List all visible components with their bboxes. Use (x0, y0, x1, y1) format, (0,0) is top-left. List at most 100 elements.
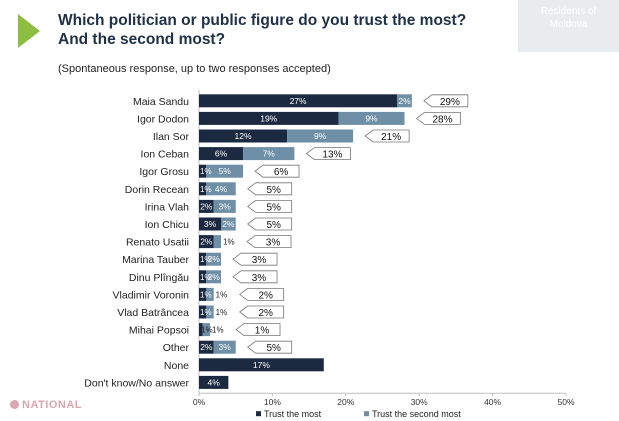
legend-swatch-trust-most (256, 411, 261, 417)
bar-trust-second (287, 129, 354, 143)
x-tick-label: 30% (411, 397, 428, 407)
data-label-trust-second: 7% (263, 149, 276, 159)
bar-trust-second (206, 287, 214, 301)
bar-trust-most (199, 147, 244, 161)
total-label: 29% (440, 97, 460, 108)
total-callout (246, 235, 292, 249)
data-label-trust-second: 4% (215, 184, 228, 194)
total-label: 5% (266, 185, 281, 196)
legend-swatch-trust-second (364, 411, 369, 417)
data-label-extra: 1% (201, 326, 213, 335)
data-label-trust-most: 1% (200, 308, 212, 317)
data-label-trust-second: 1% (223, 238, 235, 247)
bar-trust-second (213, 340, 236, 354)
total-label: 3% (252, 273, 267, 284)
total-callout (423, 94, 469, 108)
total-callout (235, 323, 281, 337)
data-label-trust-most: 1% (200, 167, 212, 176)
total-callout (247, 199, 293, 213)
data-label-trust-most: 6% (215, 149, 228, 159)
total-label: 1% (255, 326, 270, 337)
category-label: Dorin Recean (125, 184, 189, 196)
population-badge: Residents of Moldova (518, 0, 619, 52)
total-label: 6% (274, 167, 289, 178)
bar-trust-most (199, 305, 207, 319)
data-label-trust-second: 1% (212, 326, 224, 335)
category-label: Ilan Sor (153, 131, 190, 143)
bar-trust-most (199, 287, 207, 301)
bar-trust-second (338, 111, 405, 125)
bar-trust-most (199, 164, 207, 178)
category-label: Dinu Plîngău (129, 272, 189, 284)
data-label-trust-most: 2% (200, 237, 213, 247)
bar-trust-most (199, 252, 207, 266)
category-label: None (164, 360, 189, 372)
title-arrow-icon (18, 14, 40, 48)
data-label-trust-most: 2% (200, 201, 213, 211)
data-label-trust-second: 9% (365, 113, 378, 123)
data-label-trust-second: 9% (314, 131, 327, 141)
data-label-trust-second: 3% (219, 342, 232, 352)
bar-trust-second (202, 323, 211, 337)
total-label: 5% (266, 202, 281, 213)
category-label: Marina Tauber (122, 254, 189, 266)
title-line-2: And the second most? (58, 31, 226, 48)
bar-trust-second (206, 164, 244, 178)
logo-text: NATIONAL (22, 399, 83, 411)
title-line-1: Which politician or public figure do you… (58, 12, 467, 29)
total-callout (232, 270, 278, 284)
bar-trust-most (199, 94, 398, 108)
bar-trust-most (199, 340, 214, 354)
legend-label-trust-most: Trust the most (264, 409, 322, 419)
total-callout (239, 305, 285, 319)
category-label: Maia Sandu (133, 96, 189, 108)
chart-subtitle: (Spontaneous response, up to two respons… (58, 63, 331, 75)
data-label-trust-second: 2% (222, 219, 235, 229)
chart-title: Which politician or public figure do you… (58, 11, 488, 49)
data-label-trust-most: 3% (204, 219, 217, 229)
total-label: 3% (252, 255, 267, 266)
x-tick-label: 10% (264, 397, 281, 407)
total-label: 28% (433, 114, 453, 125)
bar-trust-most (199, 270, 207, 284)
bar-trust-second (206, 252, 222, 266)
bar-trust-second (206, 305, 214, 319)
total-callout (247, 182, 293, 196)
bar-trust-most (199, 217, 222, 231)
total-callout (232, 252, 278, 266)
data-label-trust-most: 12% (235, 131, 252, 141)
total-label: 13% (322, 150, 342, 161)
x-tick-label: 40% (484, 397, 501, 407)
category-label: Igor Grosu (139, 166, 189, 178)
data-label-trust-most: 1% (200, 290, 212, 299)
total-callout (247, 217, 293, 231)
bar-trust-second (206, 270, 222, 284)
data-label-trust-second: 1% (216, 308, 228, 317)
bar-trust-most (199, 358, 324, 372)
data-label-trust-most: 19% (260, 113, 277, 123)
category-label: Ion Chicu (145, 219, 190, 231)
bar-trust-most (199, 111, 339, 125)
data-label-trust-most: 4% (208, 377, 221, 387)
bar-trust-second (206, 182, 236, 196)
category-label: Mihai Popsoi (129, 325, 189, 337)
bar-trust-second (243, 147, 295, 161)
category-label: Igor Dodon (137, 113, 189, 125)
legend-label-trust-second: Trust the second most (372, 409, 461, 419)
data-label-trust-most: 17% (253, 360, 270, 370)
total-label: 2% (258, 290, 273, 301)
total-label: 21% (381, 132, 401, 143)
bar-trust-most (199, 199, 214, 213)
data-label-trust-most: 1% (200, 255, 212, 264)
population-badge-line-2: Moldova (549, 19, 588, 30)
data-label-trust-second: 2% (208, 272, 221, 282)
category-label: Don't know/No answer (84, 377, 189, 389)
category-label: Ion Ceban (141, 149, 190, 161)
category-label: Vladimir Voronin (113, 289, 190, 301)
category-label: Irina Vlah (145, 201, 190, 213)
bar-trust-most (199, 375, 229, 389)
category-label: Vlad Batrâncea (117, 307, 189, 319)
bar-trust-most (199, 323, 203, 337)
category-label: Renato Usatii (126, 237, 189, 249)
